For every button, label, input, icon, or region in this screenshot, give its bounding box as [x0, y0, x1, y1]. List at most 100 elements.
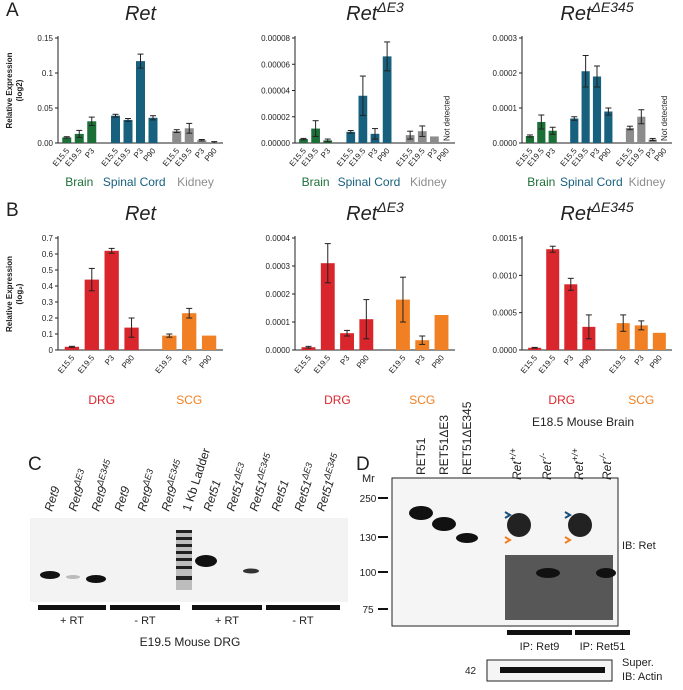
mr-label: Mr	[362, 473, 375, 485]
y-tick-label: 0.0003	[493, 34, 518, 43]
group-label: SCG	[409, 393, 435, 407]
band	[536, 568, 560, 578]
chart-title: RetΔE3	[346, 199, 404, 225]
marker-label: 100	[360, 568, 377, 579]
y-tick-label: 0.2	[42, 314, 54, 323]
group-label: Spinal Cord	[103, 175, 166, 189]
bar	[570, 118, 579, 143]
x-tick-label: P90	[376, 146, 392, 163]
chart-title: RetΔE3	[346, 0, 404, 25]
bar	[525, 136, 535, 143]
band	[500, 667, 605, 673]
lane-label: Ret+/+	[508, 448, 524, 480]
title-sup: ΔE3	[376, 199, 404, 215]
bar	[201, 335, 217, 350]
lane-label: Ret51	[269, 478, 292, 513]
x-tick-label: E19.5	[607, 353, 628, 375]
lane-text: Ret9	[42, 484, 63, 513]
y-tick-label: 0.0010	[493, 271, 518, 280]
y-tick-label: 0.3	[42, 298, 54, 307]
lane-sup: ΔE3	[140, 468, 155, 488]
bar	[172, 131, 182, 143]
band	[507, 513, 531, 537]
band	[195, 555, 217, 567]
band	[243, 568, 259, 574]
y-tick-label: 0	[49, 346, 54, 355]
title-sup: ΔE3	[376, 0, 404, 15]
bar	[548, 130, 557, 143]
y-tick-label: 0.0000	[493, 139, 518, 148]
band	[596, 568, 616, 578]
actin-label: IB: Actin	[622, 671, 662, 683]
x-tick-label: P90	[430, 353, 446, 370]
y-tick-label: 0.0015	[493, 234, 518, 243]
lane-sup: ΔE345	[164, 457, 182, 488]
y-axis-label: Relative Expression	[5, 52, 14, 128]
lane-sup: -/-	[598, 453, 608, 462]
y-tick-label: 0.0001	[493, 104, 518, 113]
bar	[346, 131, 356, 143]
bar	[546, 249, 560, 350]
bar	[648, 139, 657, 143]
bar	[581, 71, 590, 143]
bar	[430, 136, 439, 143]
x-tick-label: E15.5	[519, 353, 540, 375]
bar	[62, 137, 72, 143]
bar	[616, 323, 630, 350]
panel-letter: D	[356, 454, 370, 475]
y-axis-label: (log2)	[15, 79, 24, 101]
group-label: SCG	[628, 393, 654, 407]
x-tick-label: E19.5	[537, 353, 558, 375]
title-text: Ret	[346, 3, 379, 25]
marker-label: 130	[360, 533, 377, 544]
group-label: Kidney	[177, 175, 214, 189]
lane-text: Ret9	[112, 484, 133, 513]
lane-label: RET51	[414, 437, 428, 475]
panel-letter: A	[6, 0, 19, 21]
group-label: Kidney	[629, 175, 666, 189]
bar	[396, 299, 410, 350]
title-text: Ret	[125, 203, 158, 225]
y-tick-label: 0.05	[37, 104, 53, 113]
marker-label: 250	[360, 494, 377, 505]
x-tick-label: P3	[338, 353, 352, 367]
ip-label: IP: Ret51	[580, 641, 626, 653]
band	[66, 575, 80, 579]
x-tick-label: P90	[203, 146, 219, 163]
lane-sup: ΔE345	[94, 457, 112, 488]
bar	[87, 121, 97, 143]
lane-text: RET51	[414, 437, 428, 475]
bar	[415, 340, 430, 350]
y-tick-label: 0.0000	[493, 346, 518, 355]
group-label: DRG	[324, 393, 351, 407]
lane-text: RET51ΔE3	[437, 415, 451, 475]
chart-title: Ret	[125, 3, 158, 25]
bar	[124, 327, 139, 350]
bar	[197, 140, 207, 143]
blot-d	[391, 477, 619, 682]
blot-title: E18.5 Mouse Brain	[532, 415, 634, 429]
x-tick-label: P3	[562, 353, 576, 367]
group-label: Brain	[302, 175, 330, 189]
title-sup: ΔE345	[591, 199, 634, 215]
group-label: - RT	[292, 615, 313, 627]
bar	[301, 347, 316, 350]
group-bar	[266, 605, 340, 610]
group-label: DRG	[88, 393, 115, 407]
bar	[111, 115, 120, 143]
bar	[417, 131, 427, 143]
y-tick-label: 0.7	[42, 234, 54, 243]
x-tick-label: P90	[648, 353, 664, 370]
y-tick-label: 0.0001	[266, 318, 291, 327]
x-tick-label: E15.5	[56, 353, 77, 375]
x-tick-label: P90	[355, 353, 371, 370]
smear	[505, 555, 613, 620]
lane-sup: ΔE3	[299, 461, 314, 481]
bar	[84, 279, 99, 350]
y-tick-label: 0.00	[37, 139, 53, 148]
band	[456, 533, 478, 543]
group-label: Kidney	[410, 175, 447, 189]
y-axis-label: (log₂)	[15, 283, 24, 304]
bar	[625, 127, 635, 143]
